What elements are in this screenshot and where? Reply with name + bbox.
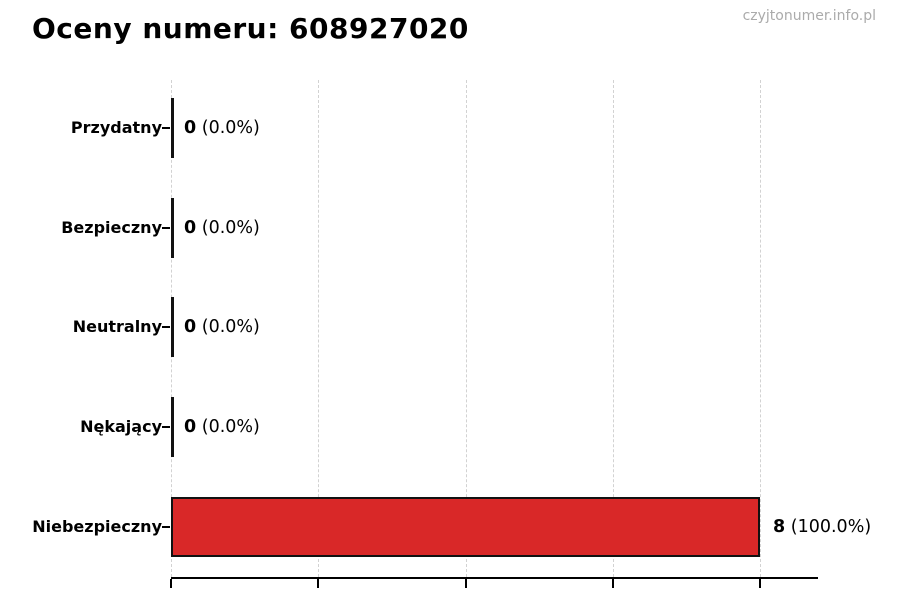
x-axis-tick — [612, 579, 614, 588]
value-label: 8 (100.0%) — [773, 497, 871, 557]
category-label: Neutralny — [72, 317, 162, 336]
category-label: Bezpieczny — [61, 218, 162, 237]
value-label: 0 (0.0%) — [184, 297, 260, 357]
plot-area: Przydatny 0 (0.0%) Bezpieczny 0 (0.0%) N… — [32, 80, 871, 588]
gridline — [760, 80, 761, 577]
chart-row: Neutralny 0 (0.0%) — [73, 297, 818, 357]
value-label: 0 (0.0%) — [184, 98, 260, 158]
bar-przydatny — [171, 98, 174, 158]
x-axis-tick — [170, 579, 172, 588]
y-axis-tick — [162, 326, 170, 328]
value-percent: (0.0%) — [201, 218, 260, 238]
value-percent: (0.0%) — [201, 317, 260, 337]
y-axis-tick — [162, 227, 170, 229]
y-axis-tick — [162, 526, 170, 528]
watermark-text: czyjtonumer.info.pl — [742, 8, 876, 24]
y-axis-tick — [162, 127, 170, 129]
bar-bezpieczny — [171, 198, 174, 258]
value-label: 0 (0.0%) — [184, 198, 260, 258]
value-count: 0 — [184, 118, 197, 138]
chart-row: Nękający 0 (0.0%) — [80, 397, 818, 457]
value-count: 0 — [184, 218, 197, 238]
value-percent: (0.0%) — [201, 417, 260, 437]
gridline — [613, 80, 614, 577]
value-count: 0 — [184, 317, 197, 337]
chart-row: Bezpieczny 0 (0.0%) — [61, 198, 818, 258]
category-label: Przydatny — [70, 118, 162, 137]
value-percent: (0.0%) — [201, 118, 260, 138]
gridline — [466, 80, 467, 577]
value-count: 0 — [184, 417, 197, 437]
bar-nekajacy — [171, 397, 174, 457]
x-axis-tick — [759, 579, 761, 588]
gridline — [318, 80, 319, 577]
chart-row: Przydatny 0 (0.0%) — [71, 98, 818, 158]
bar-niebezpieczny — [171, 497, 760, 557]
bar-neutralny — [171, 297, 174, 357]
x-axis-tick — [317, 579, 319, 588]
value-percent: (100.0%) — [790, 517, 872, 537]
value-label: 0 (0.0%) — [184, 397, 260, 457]
chart-title: Oceny numeru: 608927020 — [32, 12, 469, 45]
category-label: Nękający — [80, 417, 162, 436]
y-axis-tick — [162, 426, 170, 428]
value-count: 8 — [773, 517, 786, 537]
x-axis-tick — [465, 579, 467, 588]
chart-row: Niebezpieczny 8 (100.0%) — [32, 497, 871, 557]
category-label: Niebezpieczny — [32, 517, 162, 536]
